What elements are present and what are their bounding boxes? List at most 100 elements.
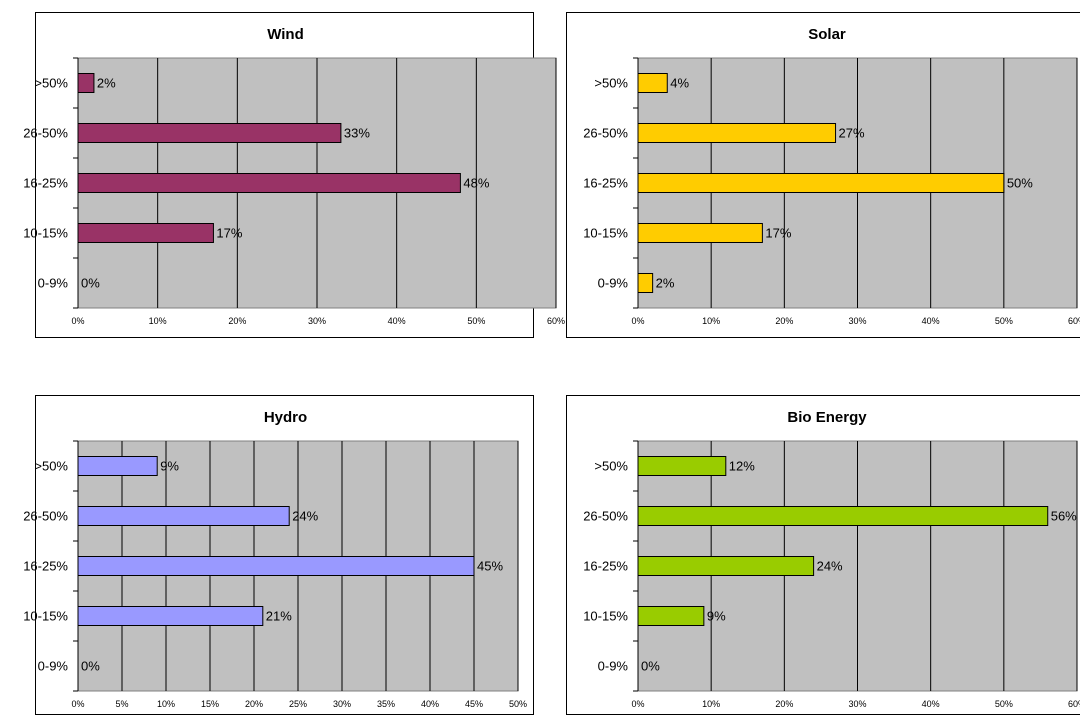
solar-x-tick-label: 30% xyxy=(848,316,866,326)
wind-x-tick-label: 40% xyxy=(388,316,406,326)
wind-bar xyxy=(77,73,95,93)
solar-category-label: 26-50% xyxy=(583,126,628,141)
solar-category-label: 10-15% xyxy=(583,226,628,241)
hydro-bar xyxy=(77,556,475,576)
bio-energy-category-label: 16-25% xyxy=(583,559,628,574)
bio-energy-bar xyxy=(637,456,727,476)
wind-bar xyxy=(77,123,342,143)
hydro-chart-title: Hydro xyxy=(264,409,307,426)
bio-energy-data-label: 0% xyxy=(641,659,660,674)
hydro-x-tick-label: 5% xyxy=(115,699,128,709)
hydro-data-label: 21% xyxy=(266,609,292,624)
wind-chart: Wind 0% 10% 20% 30% 40% 50% 60% >50% 2% 26-50% 33% 1… xyxy=(23,12,565,338)
solar-x-tick-label: 40% xyxy=(922,316,940,326)
solar-x-tick-label: 60% xyxy=(1068,316,1080,326)
bio-energy-x-tick-label: 30% xyxy=(848,699,866,709)
wind-data-label: 17% xyxy=(216,226,242,241)
solar-bar xyxy=(637,73,668,93)
solar-chart: Solar 0% 10% 20% 30% 40% 50% 60% >50% 4% 26-50% 27%… xyxy=(566,12,1080,338)
hydro-bar xyxy=(77,506,290,526)
bio-energy-category-label: 0-9% xyxy=(598,659,629,674)
wind-data-label: 0% xyxy=(81,276,100,291)
wind-category-label: 26-50% xyxy=(23,126,68,141)
wind-x-tick-label: 10% xyxy=(149,316,167,326)
wind-chart-svg: Wind 0% 10% 20% 30% 40% 50% 60% >50% 2% 26-50% 33% 1… xyxy=(23,26,565,326)
bio-energy-bar xyxy=(637,506,1049,526)
solar-x-tick-label: 0% xyxy=(631,316,644,326)
wind-bar xyxy=(77,223,214,243)
hydro-x-tick-label: 35% xyxy=(377,699,395,709)
solar-bar xyxy=(637,273,654,293)
bio-energy-category-label: 26-50% xyxy=(583,509,628,524)
hydro-x-tick-label: 30% xyxy=(333,699,351,709)
bio-energy-data-label: 12% xyxy=(729,459,755,474)
solar-x-tick-label: 10% xyxy=(702,316,720,326)
solar-data-label: 4% xyxy=(670,76,689,91)
solar-bar xyxy=(637,173,1005,193)
bio-energy-bar xyxy=(637,556,815,576)
bio-energy-data-label: 56% xyxy=(1051,509,1077,524)
hydro-bar xyxy=(77,606,264,626)
wind-bar xyxy=(77,173,461,193)
hydro-category-label: 26-50% xyxy=(23,509,68,524)
hydro-x-tick-label: 40% xyxy=(421,699,439,709)
solar-category-label: 16-25% xyxy=(583,176,628,191)
hydro-data-label: 0% xyxy=(81,659,100,674)
bio-energy-category-label: >50% xyxy=(594,459,628,474)
bio-energy-x-tick-label: 50% xyxy=(995,699,1013,709)
wind-x-tick-label: 30% xyxy=(308,316,326,326)
solar-category-label: 0-9% xyxy=(598,276,629,291)
hydro-bar xyxy=(77,456,158,476)
solar-x-tick-label: 20% xyxy=(775,316,793,326)
hydro-category-label: 16-25% xyxy=(23,559,68,574)
bio-energy-bar xyxy=(637,606,705,626)
wind-data-label: 33% xyxy=(344,126,370,141)
wind-category-label: 0-9% xyxy=(38,276,69,291)
hydro-x-tick-label: 10% xyxy=(157,699,175,709)
wind-category-label: 10-15% xyxy=(23,226,68,241)
hydro-chart-svg: Hydro 0% 5% 10% 15% 20% 25% 30% 35% 40% 45% 50% >50%… xyxy=(23,409,527,709)
hydro-x-tick-label: 50% xyxy=(509,699,527,709)
hydro-x-tick-label: 0% xyxy=(71,699,84,709)
wind-x-tick-label: 0% xyxy=(71,316,84,326)
wind-category-label: 16-25% xyxy=(23,176,68,191)
hydro-x-tick-label: 45% xyxy=(465,699,483,709)
hydro-x-tick-label: 25% xyxy=(289,699,307,709)
bio-energy-chart: Bio Energy 0% 10% 20% 30% 40% 50% 60% >50% 12% 26-… xyxy=(566,395,1080,715)
wind-category-label: >50% xyxy=(34,76,68,91)
hydro-x-tick-label: 20% xyxy=(245,699,263,709)
bio-energy-data-label: 24% xyxy=(817,559,843,574)
solar-chart-title: Solar xyxy=(808,26,846,43)
solar-data-label: 50% xyxy=(1007,176,1033,191)
bio-energy-x-tick-label: 60% xyxy=(1068,699,1080,709)
hydro-x-tick-label: 15% xyxy=(201,699,219,709)
wind-chart-title: Wind xyxy=(267,26,304,43)
bio-energy-data-label: 9% xyxy=(707,609,726,624)
solar-bar xyxy=(637,123,837,143)
bio-energy-x-tick-label: 10% xyxy=(702,699,720,709)
solar-data-label: 27% xyxy=(839,126,865,141)
wind-x-tick-label: 60% xyxy=(547,316,565,326)
bio-energy-x-tick-label: 20% xyxy=(775,699,793,709)
solar-data-label: 17% xyxy=(765,226,791,241)
bio-energy-chart-title: Bio Energy xyxy=(787,409,867,426)
hydro-data-label: 9% xyxy=(160,459,179,474)
hydro-category-label: 0-9% xyxy=(38,659,69,674)
bio-energy-x-tick-label: 40% xyxy=(922,699,940,709)
solar-data-label: 2% xyxy=(656,276,675,291)
wind-data-label: 48% xyxy=(463,176,489,191)
hydro-chart: Hydro 0% 5% 10% 15% 20% 25% 30% 35% 40% 45% 50% >50%… xyxy=(23,395,534,715)
wind-x-tick-label: 20% xyxy=(228,316,246,326)
bio-energy-x-tick-label: 0% xyxy=(631,699,644,709)
hydro-data-label: 45% xyxy=(477,559,503,574)
solar-x-tick-label: 50% xyxy=(995,316,1013,326)
hydro-category-label: >50% xyxy=(34,459,68,474)
hydro-category-label: 10-15% xyxy=(23,609,68,624)
solar-chart-svg: Solar 0% 10% 20% 30% 40% 50% 60% >50% 4% 26-50% 27%… xyxy=(583,26,1080,326)
wind-data-label: 2% xyxy=(97,76,116,91)
bio-energy-chart-svg: Bio Energy 0% 10% 20% 30% 40% 50% 60% >50% 12% 26-… xyxy=(583,409,1080,709)
hydro-data-label: 24% xyxy=(292,509,318,524)
solar-category-label: >50% xyxy=(594,76,628,91)
wind-x-tick-label: 50% xyxy=(467,316,485,326)
solar-bar xyxy=(637,223,763,243)
